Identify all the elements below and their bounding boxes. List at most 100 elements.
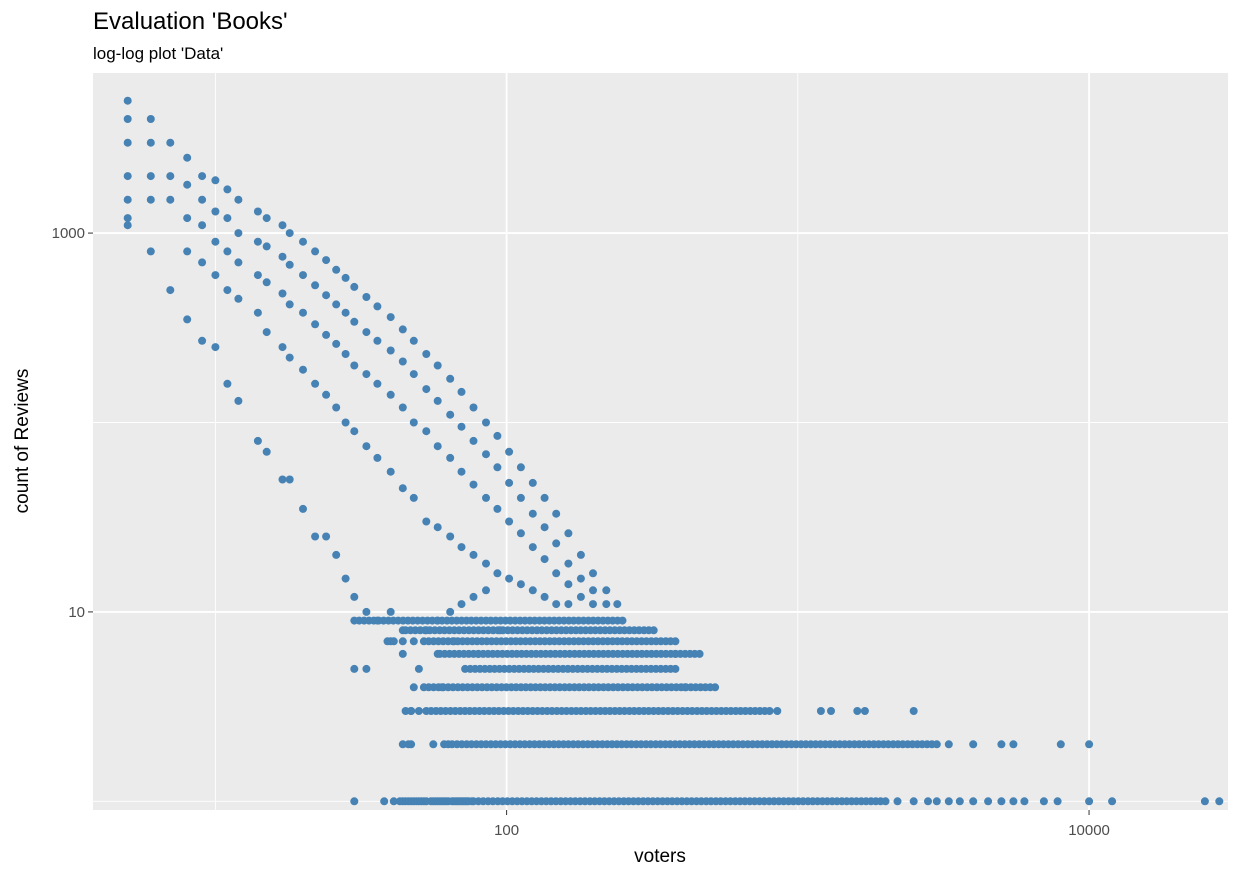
data-point xyxy=(469,403,478,412)
data-point xyxy=(649,626,658,635)
data-point xyxy=(433,523,442,532)
data-point xyxy=(711,683,720,692)
data-point xyxy=(389,797,398,806)
data-point xyxy=(407,740,416,749)
data-point xyxy=(1039,797,1048,806)
data-point xyxy=(350,664,359,673)
data-point xyxy=(386,346,395,355)
data-point xyxy=(984,797,993,806)
data-point xyxy=(146,172,155,181)
data-point xyxy=(166,195,175,204)
data-point xyxy=(409,683,418,692)
data-point xyxy=(955,797,964,806)
data-point xyxy=(362,370,371,379)
data-point xyxy=(969,797,978,806)
data-point xyxy=(234,396,243,405)
data-point xyxy=(350,592,359,601)
data-point xyxy=(909,707,918,715)
data-point xyxy=(373,336,382,345)
data-point xyxy=(409,370,418,379)
data-point xyxy=(332,339,341,348)
data-point xyxy=(398,357,407,366)
data-point xyxy=(234,258,243,267)
data-point xyxy=(493,504,502,513)
data-point xyxy=(467,797,476,806)
data-point xyxy=(211,271,220,280)
data-point xyxy=(146,138,155,147)
data-point xyxy=(123,96,132,105)
data-point xyxy=(540,523,549,532)
data-point xyxy=(223,214,232,223)
data-point xyxy=(183,214,192,223)
data-point xyxy=(909,797,918,806)
data-point xyxy=(278,475,287,484)
data-point xyxy=(299,365,307,374)
data-point xyxy=(602,600,611,609)
data-point xyxy=(409,336,418,345)
data-point xyxy=(322,291,331,300)
data-point xyxy=(528,478,537,487)
data-point xyxy=(123,172,132,181)
data-point xyxy=(446,607,455,616)
data-point xyxy=(373,379,382,388)
data-point xyxy=(827,707,835,715)
data-point xyxy=(493,463,502,472)
data-point xyxy=(944,740,953,749)
data-point xyxy=(1056,740,1065,749)
data-point xyxy=(505,447,514,456)
data-point xyxy=(146,247,155,256)
data-point xyxy=(386,467,395,476)
data-point xyxy=(278,252,287,261)
data-point xyxy=(589,569,597,578)
data-point xyxy=(1009,797,1018,806)
data-point xyxy=(552,509,561,518)
data-point xyxy=(123,195,132,204)
data-point xyxy=(681,683,690,692)
data-point xyxy=(407,707,416,715)
data-point xyxy=(123,115,132,123)
data-point xyxy=(997,797,1006,806)
data-point xyxy=(528,543,537,552)
data-point xyxy=(285,475,294,484)
data-point xyxy=(198,258,207,267)
data-point xyxy=(285,353,294,362)
data-point xyxy=(386,390,395,399)
data-point xyxy=(505,517,514,526)
data-point xyxy=(350,361,359,370)
data-point xyxy=(211,343,220,352)
data-point xyxy=(123,221,132,230)
data-point xyxy=(516,463,525,472)
data-point xyxy=(183,180,192,189)
data-point xyxy=(398,484,407,493)
data-point xyxy=(211,176,220,185)
data-point xyxy=(299,237,307,246)
data-point xyxy=(311,532,320,541)
data-point xyxy=(373,453,382,462)
data-point xyxy=(386,607,395,616)
data-point xyxy=(123,138,132,147)
data-point xyxy=(564,529,573,538)
data-point xyxy=(997,740,1006,749)
data-point xyxy=(576,574,585,583)
data-point xyxy=(409,418,418,427)
data-point xyxy=(482,559,490,568)
data-point xyxy=(380,797,389,806)
data-point xyxy=(234,195,243,204)
data-point xyxy=(401,707,410,715)
chart-title: Evaluation 'Books' xyxy=(93,8,288,35)
data-point xyxy=(253,436,262,445)
data-point xyxy=(278,221,287,230)
data-point xyxy=(457,543,466,552)
data-point xyxy=(389,637,398,646)
y-tick-label: 1000 xyxy=(52,225,85,242)
data-point xyxy=(853,707,862,715)
data-point xyxy=(285,260,294,269)
data-point xyxy=(469,592,478,601)
data-point xyxy=(881,797,890,806)
data-point xyxy=(332,550,341,559)
x-tick-label: 10000 xyxy=(1068,822,1110,839)
data-point xyxy=(183,153,192,162)
data-point xyxy=(198,221,207,230)
data-point xyxy=(166,286,175,295)
